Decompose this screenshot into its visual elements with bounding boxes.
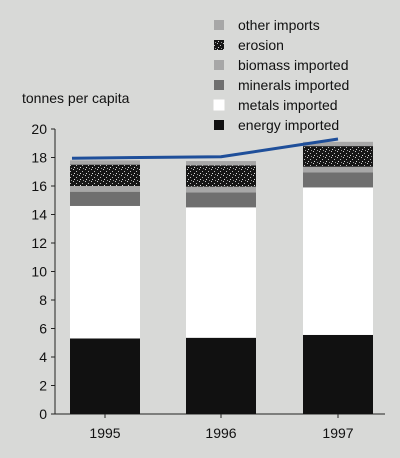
bar-segment — [70, 164, 140, 186]
y-tick-label: 0 — [39, 406, 47, 422]
bar-segment — [303, 146, 373, 167]
total-line — [71, 137, 339, 160]
legend-label: energy imported — [238, 117, 339, 133]
y-tick-label: 16 — [31, 178, 47, 194]
legend-label: minerals imported — [238, 77, 349, 93]
legend-swatch — [213, 99, 225, 111]
bar-segment — [70, 186, 140, 192]
plot-area: 0 2 4 6 8 10 12 14 16 18 20 1995 1996 1997 — [31, 121, 385, 441]
bar-segment — [186, 186, 256, 193]
x-tick-label: 1995 — [89, 425, 120, 441]
y-tick-label: 18 — [31, 150, 47, 166]
legend-swatch — [214, 40, 224, 50]
legend-swatch — [214, 60, 224, 70]
bar-segment — [186, 192, 256, 208]
legend-label: metals imported — [238, 97, 338, 113]
legend-swatch — [214, 80, 224, 90]
y-tick-label: 2 — [39, 378, 47, 394]
x-tick-label: 1996 — [205, 425, 236, 441]
legend: other imports erosion biomass imported mine… — [213, 17, 349, 133]
bar-segment — [303, 172, 373, 188]
legend-swatch — [214, 20, 224, 30]
bar-segment — [303, 166, 373, 173]
y-tick-label: 14 — [31, 207, 47, 223]
bar-segment — [303, 187, 373, 335]
y-tick-label: 4 — [39, 349, 47, 365]
legend-label: biomass imported — [238, 57, 349, 73]
y-tick-label: 10 — [31, 264, 47, 280]
y-axis-label: tonnes per capita — [22, 90, 130, 106]
x-tick-label: 1997 — [322, 425, 353, 441]
y-tick-label: 20 — [31, 121, 47, 137]
bar-segment — [186, 207, 256, 338]
bar-segment — [303, 141, 373, 147]
bar-segment — [186, 165, 256, 187]
bar-segment — [303, 334, 373, 414]
y-tick-label: 12 — [31, 235, 47, 251]
bar-segment — [186, 161, 256, 166]
bar-segment — [186, 337, 256, 414]
legend-label: erosion — [238, 37, 284, 53]
legend-swatch — [214, 120, 224, 130]
bar-segment — [70, 205, 140, 339]
y-tick-label: 6 — [39, 321, 47, 337]
bar-segment — [70, 338, 140, 414]
bar-segment — [70, 191, 140, 206]
y-tick-label: 8 — [39, 292, 47, 308]
bar-segment — [70, 160, 140, 165]
legend-label: other imports — [238, 17, 320, 33]
